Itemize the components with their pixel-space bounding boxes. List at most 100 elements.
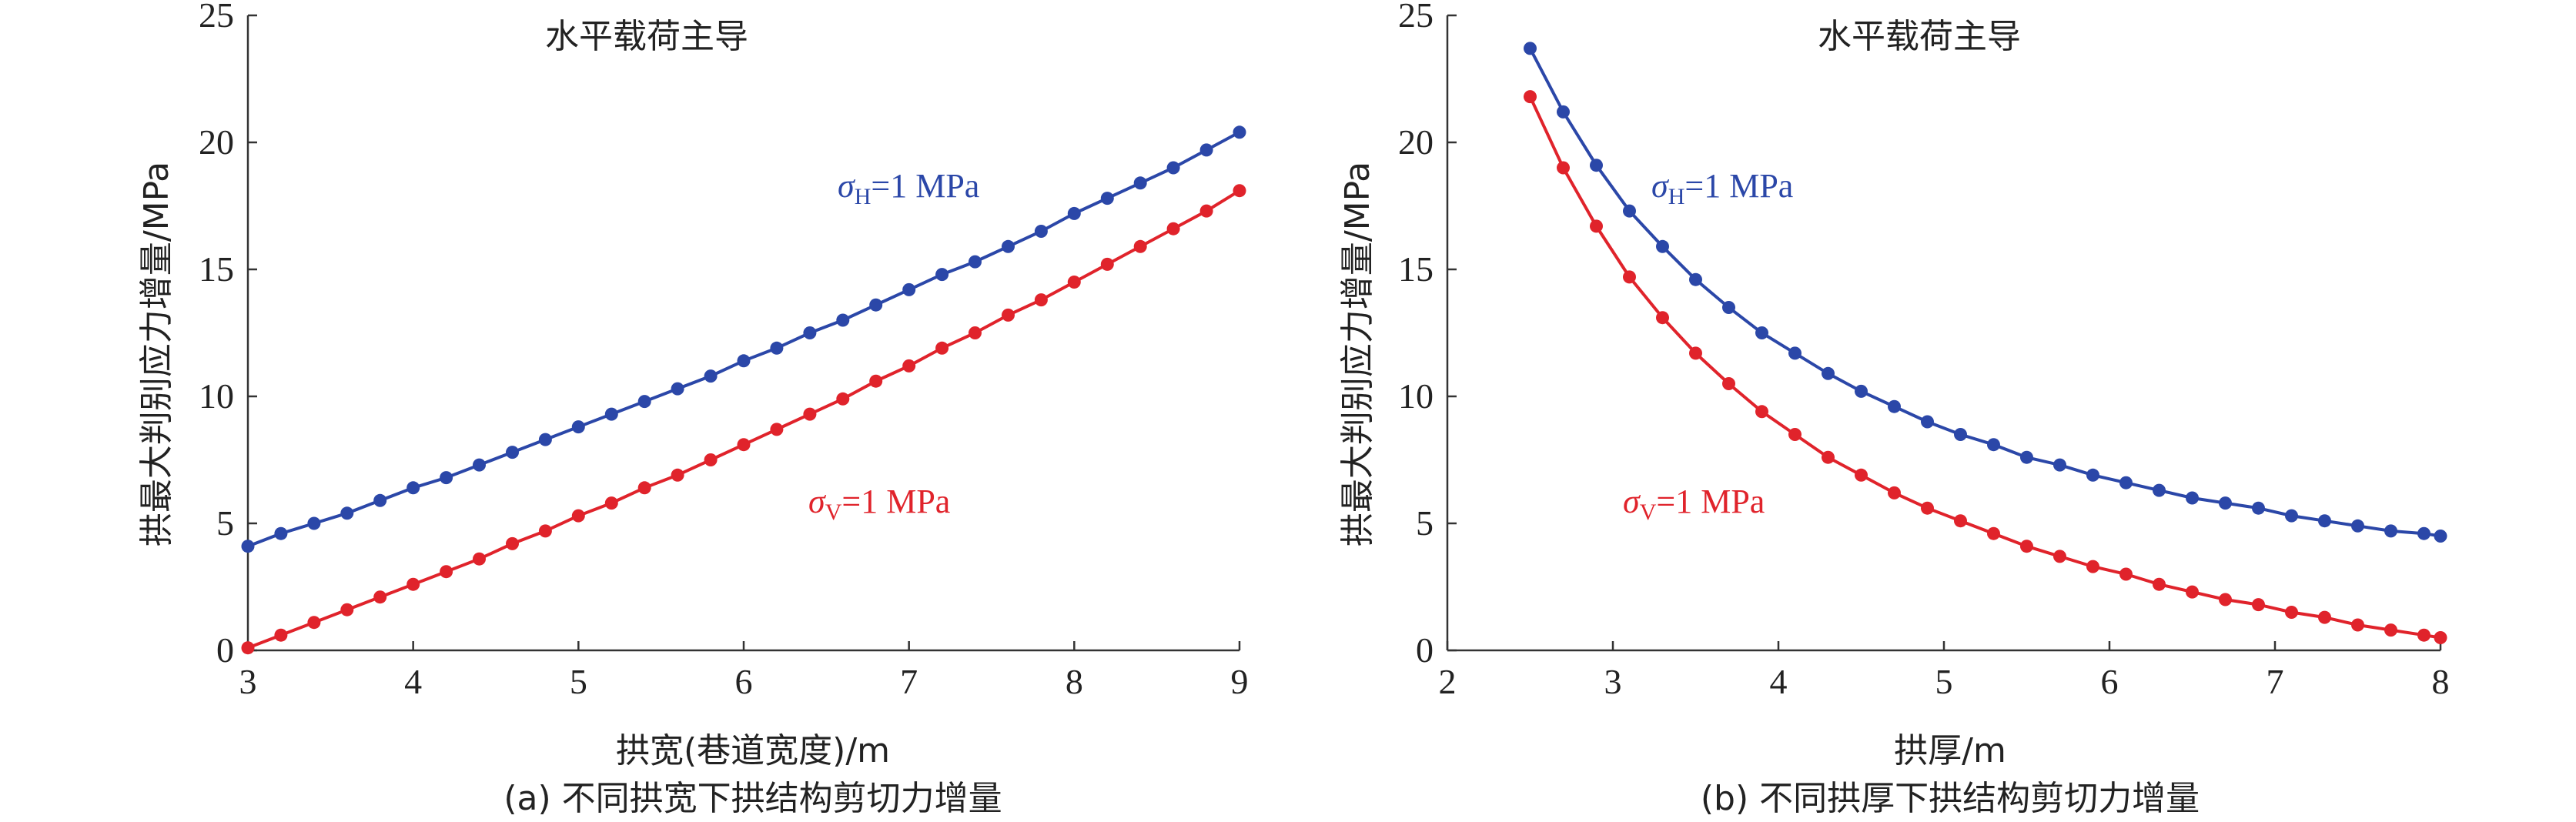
data-point-b-1-2 <box>1590 219 1603 233</box>
x-tick-label-b-0: 2 <box>1439 662 1457 701</box>
chart-panel-b: 水平载荷主导 拱最大判别应力增量/MPa 拱厚/m (b) 不同拱厚下拱结构剪切… <box>1338 0 2450 818</box>
data-point-a-0-21 <box>935 268 949 282</box>
data-point-a-1-7 <box>473 552 486 566</box>
data-point-a-1-25 <box>1067 276 1081 289</box>
data-point-a-0-3 <box>340 506 354 520</box>
y-tick-label-a-1: 5 <box>216 503 234 543</box>
data-point-b-1-23 <box>2285 606 2298 619</box>
data-point-b-1-0 <box>1524 90 1537 104</box>
data-point-a-1-10 <box>571 509 585 523</box>
data-point-a-0-23 <box>1002 239 1015 253</box>
y-tick-label-a-4: 20 <box>199 122 234 162</box>
data-point-b-0-5 <box>1689 272 1702 286</box>
data-point-a-1-24 <box>1034 293 1048 307</box>
data-point-a-0-6 <box>440 471 453 485</box>
series-line-b-0 <box>1528 47 2441 538</box>
x-tick-label-a-6: 9 <box>1231 662 1249 701</box>
data-point-a-0-2 <box>307 516 321 530</box>
data-point-a-0-14 <box>704 369 718 383</box>
data-point-a-0-24 <box>1034 225 1048 238</box>
series-label-a-0: σH=1 MPa <box>838 167 979 209</box>
data-point-a-0-27 <box>1133 176 1147 190</box>
data-point-b-1-10 <box>1855 468 1868 482</box>
data-point-a-0-11 <box>604 407 618 421</box>
data-point-a-0-26 <box>1100 192 1114 206</box>
data-point-a-0-19 <box>869 298 883 312</box>
chart-title-b: 水平载荷主导 <box>1818 17 2021 56</box>
data-point-a-1-21 <box>935 341 949 355</box>
data-point-b-0-19 <box>2153 483 2166 497</box>
data-point-a-1-5 <box>406 577 420 591</box>
data-point-b-1-27 <box>2417 628 2430 642</box>
data-point-b-1-15 <box>2020 540 2033 553</box>
y-tick-label-a-0: 0 <box>216 630 234 670</box>
data-point-a-0-5 <box>406 481 420 495</box>
data-point-b-0-11 <box>1888 399 1901 413</box>
data-point-b-0-3 <box>1623 204 1636 218</box>
data-point-b-1-20 <box>2186 585 2199 599</box>
data-point-a-0-28 <box>1166 161 1180 175</box>
data-point-a-0-10 <box>571 420 585 434</box>
figure-caption-a: (a) 不同拱宽下拱结构剪切力增量 <box>503 779 1002 818</box>
data-point-a-0-29 <box>1199 143 1213 157</box>
data-point-b-1-9 <box>1822 450 1835 464</box>
data-point-b-0-21 <box>2219 496 2232 510</box>
series-label-a-0-sub: H <box>855 184 871 209</box>
data-point-b-1-26 <box>2384 623 2397 637</box>
chart-panel-a: 水平载荷主导 拱最大判别应力增量/MPa 拱宽(巷道宽度)/m (a) 不同拱宽… <box>137 0 1249 818</box>
data-point-b-0-15 <box>2020 450 2033 464</box>
data-point-b-0-20 <box>2186 491 2199 505</box>
data-point-a-1-28 <box>1166 222 1180 236</box>
y-tick-label-b-5: 25 <box>1398 0 1434 35</box>
data-point-b-0-2 <box>1590 159 1603 172</box>
x-tick-label-a-2: 5 <box>570 662 587 701</box>
data-point-b-0-0 <box>1524 42 1537 55</box>
x-tick-label-a-5: 8 <box>1066 662 1083 701</box>
data-point-a-0-4 <box>373 493 387 507</box>
data-point-b-1-17 <box>2086 560 2099 573</box>
data-point-b-0-23 <box>2285 509 2298 523</box>
data-point-b-1-6 <box>1722 377 1735 390</box>
data-point-b-1-12 <box>1921 501 1934 515</box>
data-point-b-0-22 <box>2252 501 2265 515</box>
data-point-b-0-8 <box>1788 346 1802 360</box>
x-tick-label-b-6: 8 <box>2432 662 2450 701</box>
x-tick-label-b-5: 7 <box>2267 662 2284 701</box>
data-point-b-0-25 <box>2351 519 2364 533</box>
data-point-b-1-7 <box>1755 405 1768 419</box>
series-label-a-1-sub: V <box>825 500 842 525</box>
data-point-a-0-15 <box>737 354 751 368</box>
data-point-b-0-10 <box>1855 384 1868 398</box>
data-point-b-1-25 <box>2351 618 2364 632</box>
x-tick-label-b-3: 5 <box>1935 662 1953 701</box>
data-point-a-1-23 <box>1002 308 1015 322</box>
data-point-a-0-20 <box>902 282 916 296</box>
series-label-b-0: σH=1 MPa <box>1651 167 1793 209</box>
data-point-b-0-6 <box>1722 301 1735 314</box>
data-point-a-1-20 <box>902 359 916 373</box>
series-label-b-0-sub: H <box>1668 184 1685 209</box>
data-point-a-0-8 <box>506 446 519 459</box>
x-axis-title-b: 拱厚/m <box>1894 731 2006 770</box>
series-label-a-1-rest: =1 MPa <box>841 483 950 520</box>
data-point-b-1-14 <box>1987 526 2000 540</box>
data-point-b-0-28 <box>2434 530 2447 543</box>
data-point-b-1-18 <box>2119 567 2133 581</box>
y-tick-label-b-1: 5 <box>1416 503 1434 543</box>
data-point-b-1-21 <box>2219 593 2232 606</box>
data-point-a-1-4 <box>373 590 387 604</box>
data-point-a-0-17 <box>803 326 817 339</box>
data-point-a-1-27 <box>1133 239 1147 253</box>
y-tick-label-b-2: 10 <box>1398 376 1434 416</box>
data-point-a-0-1 <box>274 526 288 540</box>
series-label-b-1: σV=1 MPa <box>1623 483 1765 525</box>
y-tick-label-b-3: 15 <box>1398 249 1434 289</box>
x-tick-label-b-1: 3 <box>1604 662 1622 701</box>
data-point-b-1-13 <box>1954 514 1967 528</box>
data-point-a-1-2 <box>307 616 321 630</box>
data-point-a-0-18 <box>836 313 850 327</box>
x-axis-title-a: 拱宽(巷道宽度)/m <box>616 731 890 770</box>
data-point-b-0-24 <box>2318 514 2331 528</box>
data-point-b-0-12 <box>1921 415 1934 429</box>
